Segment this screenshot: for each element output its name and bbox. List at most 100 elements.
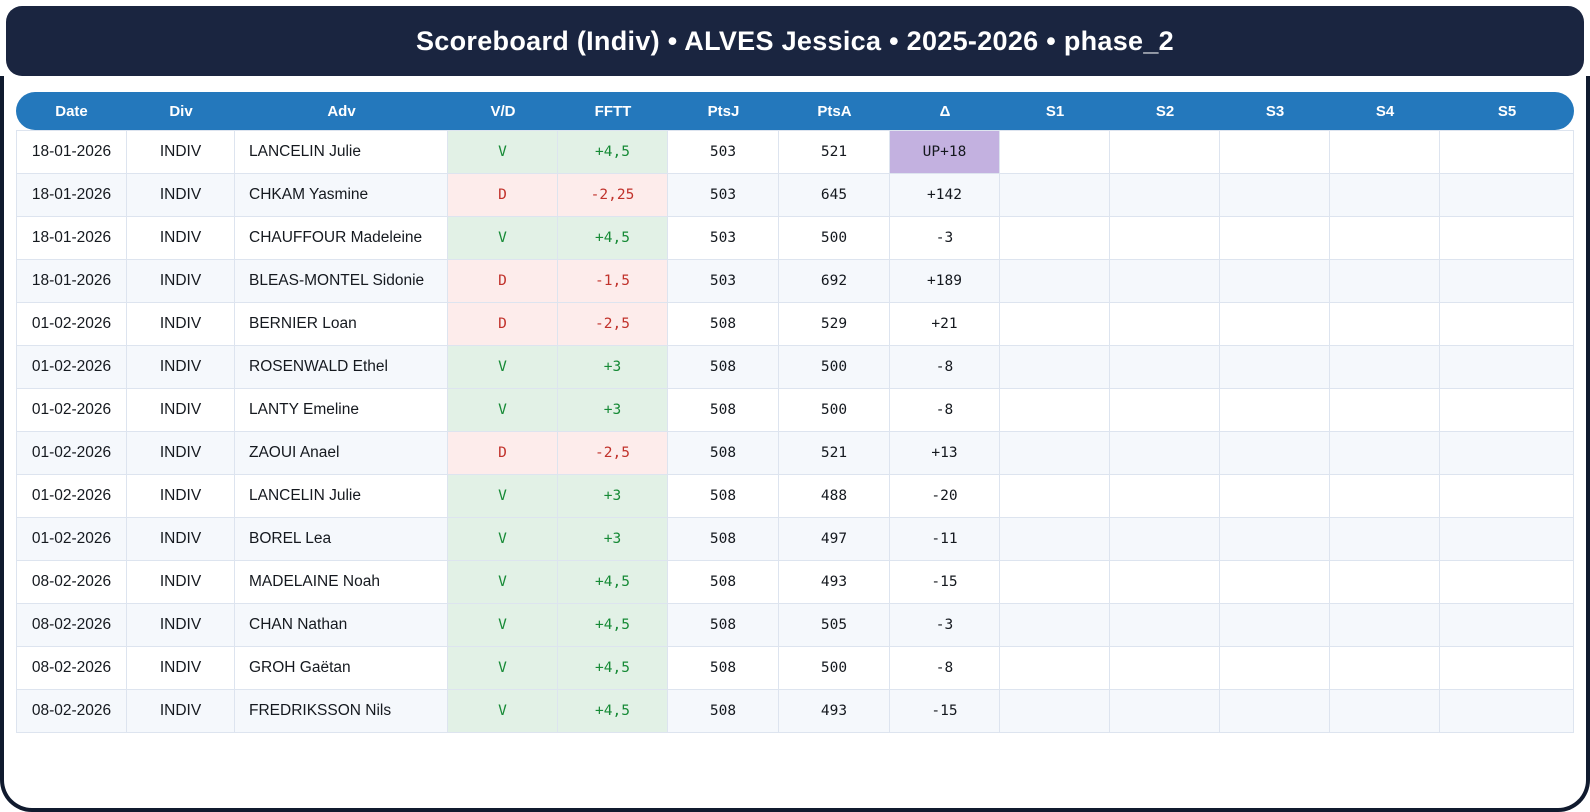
set-cell-s1 xyxy=(1000,690,1110,733)
date-cell: 08-02-2026 xyxy=(16,561,127,604)
div-cell: INDIV xyxy=(127,346,235,389)
adv-cell: BERNIER Loan xyxy=(235,303,448,346)
set-cell-s3 xyxy=(1220,260,1330,303)
set-cell-s4 xyxy=(1330,647,1440,690)
ptsj-cell: 508 xyxy=(668,303,779,346)
date-cell: 18-01-2026 xyxy=(16,130,127,174)
div-cell: INDIV xyxy=(127,475,235,518)
table-row: 08-02-2026 INDIV MADELAINE Noah V +4,5 508 493… xyxy=(16,561,1574,604)
set-cell-s4 xyxy=(1330,561,1440,604)
delta-cell: -15 xyxy=(890,561,1000,604)
header-cell-adv: Adv xyxy=(235,92,448,130)
adv-cell: BLEAS-MONTEL Sidonie xyxy=(235,260,448,303)
vd-cell: V xyxy=(448,346,558,389)
ptsj-cell: 503 xyxy=(668,260,779,303)
set-cell-s1 xyxy=(1000,647,1110,690)
ptsj-cell: 508 xyxy=(668,604,779,647)
delta-cell: +189 xyxy=(890,260,1000,303)
set-cell-s1 xyxy=(1000,389,1110,432)
adv-cell: ZAOUI Anael xyxy=(235,432,448,475)
table-row: 01-02-2026 INDIV BOREL Lea V +3 508 497 -11 xyxy=(16,518,1574,561)
fftt-cell: +3 xyxy=(558,475,668,518)
set-cell-s4 xyxy=(1330,130,1440,174)
table-body: 18-01-2026 INDIV LANCELIN Julie V +4,5 503 521… xyxy=(16,130,1574,733)
header-row: Date Div Adv V/D FFTT PtsJ PtsA Δ S1 S2 S3 S4 S5 xyxy=(16,92,1574,130)
table-row: 01-02-2026 INDIV ROSENWALD Ethel V +3 508 500-… xyxy=(16,346,1574,389)
set-cell-s5 xyxy=(1440,475,1574,518)
vd-cell: D xyxy=(448,432,558,475)
set-cell-s5 xyxy=(1440,690,1574,733)
set-cell-s3 xyxy=(1220,690,1330,733)
div-cell: INDIV xyxy=(127,303,235,346)
set-cell-s5 xyxy=(1440,130,1574,174)
adv-cell: FREDRIKSSON Nils xyxy=(235,690,448,733)
set-cell-s1 xyxy=(1000,303,1110,346)
delta-cell: UP+18 xyxy=(890,130,1000,174)
set-cell-s2 xyxy=(1110,561,1220,604)
delta-cell: -8 xyxy=(890,647,1000,690)
div-cell: INDIV xyxy=(127,690,235,733)
table-row: 01-02-2026 INDIV BERNIER Loan D -2,5 508 529 +2… xyxy=(16,303,1574,346)
vd-cell: V xyxy=(448,690,558,733)
header-cell-s5: S5 xyxy=(1440,92,1574,130)
adv-cell: LANCELIN Julie xyxy=(235,130,448,174)
ptsa-cell: 521 xyxy=(779,130,890,174)
ptsj-cell: 508 xyxy=(668,389,779,432)
set-cell-s5 xyxy=(1440,518,1574,561)
vd-cell: V xyxy=(448,130,558,174)
set-cell-s5 xyxy=(1440,303,1574,346)
delta-cell: -15 xyxy=(890,690,1000,733)
date-cell: 18-01-2026 xyxy=(16,260,127,303)
delta-cell: +142 xyxy=(890,174,1000,217)
table-row: 08-02-2026 INDIV GROH Gaëtan V +4,5 508 500 -8 xyxy=(16,647,1574,690)
set-cell-s2 xyxy=(1110,217,1220,260)
table-row: 01-02-2026 INDIV LANCELIN Julie V +3 508 488 -2… xyxy=(16,475,1574,518)
div-cell: INDIV xyxy=(127,174,235,217)
header-cell-s3: S3 xyxy=(1220,92,1330,130)
set-cell-s2 xyxy=(1110,518,1220,561)
div-cell: INDIV xyxy=(127,647,235,690)
set-cell-s2 xyxy=(1110,303,1220,346)
header-cell-delta: Δ xyxy=(890,92,1000,130)
set-cell-s1 xyxy=(1000,217,1110,260)
set-cell-s5 xyxy=(1440,217,1574,260)
fftt-cell: +4,5 xyxy=(558,217,668,260)
ptsa-cell: 692 xyxy=(779,260,890,303)
fftt-cell: +4,5 xyxy=(558,647,668,690)
div-cell: INDIV xyxy=(127,604,235,647)
set-cell-s3 xyxy=(1220,647,1330,690)
div-cell: INDIV xyxy=(127,217,235,260)
table-row: 18-01-2026 INDIV LANCELIN Julie V +4,5 503 521… xyxy=(16,130,1574,174)
fftt-cell: -2,5 xyxy=(558,432,668,475)
delta-cell: -11 xyxy=(890,518,1000,561)
ptsa-cell: 645 xyxy=(779,174,890,217)
ptsa-cell: 521 xyxy=(779,432,890,475)
set-cell-s1 xyxy=(1000,604,1110,647)
set-cell-s3 xyxy=(1220,303,1330,346)
ptsa-cell: 505 xyxy=(779,604,890,647)
header-cell-ptsj: PtsJ xyxy=(668,92,779,130)
vd-cell: V xyxy=(448,475,558,518)
vd-cell: D xyxy=(448,174,558,217)
set-cell-s4 xyxy=(1330,432,1440,475)
set-cell-s3 xyxy=(1220,604,1330,647)
div-cell: INDIV xyxy=(127,130,235,174)
vd-cell: D xyxy=(448,303,558,346)
set-cell-s2 xyxy=(1110,690,1220,733)
set-cell-s1 xyxy=(1000,561,1110,604)
adv-cell: BOREL Lea xyxy=(235,518,448,561)
adv-cell: LANCELIN Julie xyxy=(235,475,448,518)
ptsa-cell: 493 xyxy=(779,690,890,733)
fftt-cell: +3 xyxy=(558,346,668,389)
set-cell-s4 xyxy=(1330,303,1440,346)
ptsa-cell: 500 xyxy=(779,647,890,690)
fftt-cell: +4,5 xyxy=(558,604,668,647)
table-row: 08-02-2026 INDIV FREDRIKSSON Nils V +4,5 508 4… xyxy=(16,690,1574,733)
date-cell: 18-01-2026 xyxy=(16,174,127,217)
adv-cell: CHKAM Yasmine xyxy=(235,174,448,217)
ptsj-cell: 503 xyxy=(668,174,779,217)
ptsa-cell: 500 xyxy=(779,389,890,432)
set-cell-s5 xyxy=(1440,432,1574,475)
set-cell-s3 xyxy=(1220,475,1330,518)
